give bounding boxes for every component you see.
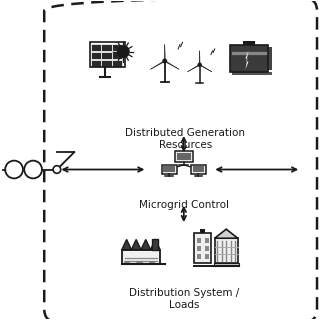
Bar <box>243 41 254 45</box>
Circle shape <box>53 166 61 173</box>
Bar <box>230 45 268 72</box>
Bar <box>122 250 160 264</box>
Bar <box>193 166 204 172</box>
Bar <box>205 254 209 259</box>
Bar <box>91 44 101 52</box>
Bar <box>197 238 202 243</box>
FancyBboxPatch shape <box>162 164 177 174</box>
Bar <box>112 44 123 52</box>
Circle shape <box>198 63 201 66</box>
Bar <box>200 229 205 233</box>
Polygon shape <box>199 51 200 65</box>
Bar <box>112 52 123 59</box>
Circle shape <box>163 59 166 63</box>
Bar <box>91 52 101 59</box>
Bar <box>213 265 239 266</box>
Polygon shape <box>199 64 212 72</box>
Bar <box>112 60 123 67</box>
Text: Microgrid Control: Microgrid Control <box>139 200 229 210</box>
Text: Distributed Generation
Resources: Distributed Generation Resources <box>125 128 245 150</box>
Bar <box>194 233 212 263</box>
Bar <box>205 238 209 243</box>
FancyBboxPatch shape <box>175 151 193 162</box>
Bar <box>268 47 272 70</box>
Bar <box>197 246 202 251</box>
Bar <box>152 239 157 250</box>
Polygon shape <box>188 64 200 72</box>
Bar <box>177 153 191 160</box>
FancyBboxPatch shape <box>191 164 206 174</box>
Polygon shape <box>164 60 179 69</box>
Circle shape <box>117 46 129 57</box>
Bar <box>163 166 175 172</box>
Polygon shape <box>150 60 165 69</box>
Bar <box>91 60 101 67</box>
Bar <box>197 254 202 259</box>
Polygon shape <box>215 229 238 238</box>
Text: Distribution System /
Loads: Distribution System / Loads <box>129 288 239 310</box>
Bar <box>214 263 239 265</box>
Bar <box>101 52 112 59</box>
Bar <box>205 246 209 251</box>
Polygon shape <box>122 239 160 250</box>
Bar <box>232 72 272 75</box>
Bar <box>90 42 125 68</box>
Bar <box>101 60 112 67</box>
Bar <box>215 238 238 263</box>
Polygon shape <box>164 44 165 61</box>
Polygon shape <box>245 51 248 70</box>
Bar <box>101 44 112 52</box>
